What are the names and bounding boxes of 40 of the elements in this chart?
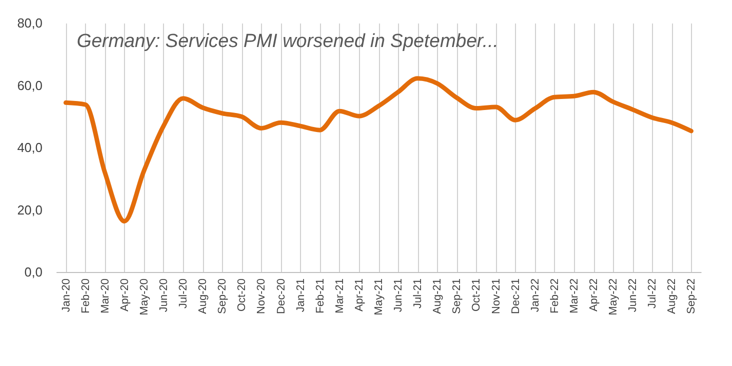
x-tick-label: Aug-22 xyxy=(666,278,678,314)
x-tick-label: Jun-21 xyxy=(392,278,405,312)
y-tick-label: 60,0 xyxy=(17,78,42,93)
x-tick-label: Jul-21 xyxy=(412,278,424,308)
x-tick-label: Sep-20 xyxy=(216,278,229,314)
x-tick-label: Sep-21 xyxy=(451,278,464,314)
x-tick-label: Feb-22 xyxy=(548,278,561,314)
x-tick-label: Oct-21 xyxy=(470,278,483,312)
x-tick-label: Feb-21 xyxy=(314,278,326,314)
x-tick-label: Nov-21 xyxy=(490,278,502,314)
x-tick-label: Mar-21 xyxy=(334,278,346,314)
x-tick-label: Apr-20 xyxy=(118,278,131,312)
x-tick-label: May-21 xyxy=(373,278,385,316)
x-tick-label: Aug-21 xyxy=(432,278,444,314)
x-tick-label: May-20 xyxy=(138,278,150,316)
x-tick-label: Dec-20 xyxy=(275,278,288,314)
x-tick-label: Jun-22 xyxy=(627,278,640,312)
x-tick-label: Jun-20 xyxy=(158,278,170,312)
x-tick-label: Mar-20 xyxy=(99,278,112,314)
x-tick-label: Nov-20 xyxy=(256,278,268,314)
x-tick-label: May-22 xyxy=(608,278,620,316)
y-tick-label: 0,0 xyxy=(24,264,42,280)
x-tick-label: Sep-22 xyxy=(686,278,698,314)
x-tick-label: Apr-22 xyxy=(588,278,600,312)
x-tick-label: Jul-22 xyxy=(646,278,659,308)
x-tick-label: Feb-20 xyxy=(80,278,92,314)
x-tick-label: Aug-20 xyxy=(197,278,210,314)
x-tick-label: Jan-20 xyxy=(60,278,72,312)
x-tick-label: Jan-21 xyxy=(294,278,307,312)
y-tick-label: 80,0 xyxy=(17,16,42,30)
x-tick-label: Oct-20 xyxy=(236,278,248,312)
x-tick-label: Dec-21 xyxy=(510,278,522,314)
line-series xyxy=(64,76,694,224)
x-tick-label: Jul-20 xyxy=(178,278,190,308)
x-tick-label: Jan-22 xyxy=(529,278,542,312)
x-tick-label: Apr-21 xyxy=(353,278,366,312)
x-tick-label: Mar-22 xyxy=(568,278,580,314)
y-tick-label: 40,0 xyxy=(17,140,42,155)
chart-title: Germany: Services PMI worsened in Spetember... xyxy=(76,31,498,52)
y-tick-label: 20,0 xyxy=(17,202,42,218)
